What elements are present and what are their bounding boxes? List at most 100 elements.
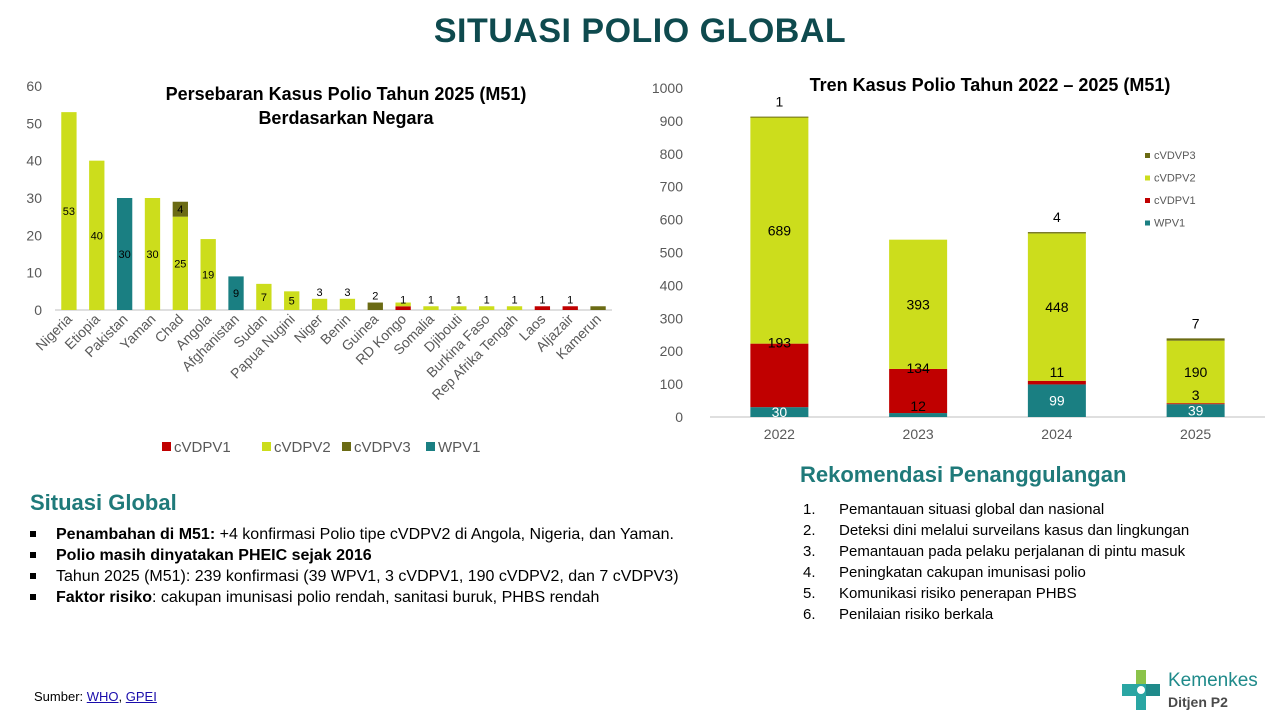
- data-label: 1: [775, 94, 783, 110]
- bar-angola-cvdpv2: [200, 239, 216, 310]
- data-label: 1: [511, 294, 517, 306]
- bar-djibouti-cvdpv2: [451, 306, 467, 310]
- y-tick-label: 800: [660, 146, 684, 162]
- page-title: SITUASI POLIO GLOBAL: [433, 12, 847, 50]
- bar-2023-cvdpv1: [889, 368, 948, 414]
- y-tick-label: 10: [26, 265, 42, 281]
- legend-swatch-cvdpv2: [262, 442, 271, 451]
- data-label: 30: [772, 404, 788, 420]
- legend-swatch-wpv1: [1145, 220, 1150, 226]
- rekomendasi-title: Rekomendasi Penanggulangan: [800, 462, 1127, 487]
- data-label: 1: [428, 294, 434, 306]
- chart1-title: Persebaran Kasus Polio Tahun 2025 (M51): [166, 84, 527, 104]
- list-item: 2. Deteksi dini melalui surveilans kasus …: [803, 520, 1273, 541]
- situasi-global-list: Penambahan di M51: +4 konfirmasi Polio t…: [28, 524, 754, 608]
- item-text: : cakupan imunisasi polio rendah, sanita…: [152, 589, 600, 606]
- situasi-global-title: Situasi Global: [30, 490, 177, 515]
- data-label: 3: [344, 287, 350, 299]
- chart1-subtitle: Berdasarkan Negara: [258, 108, 434, 128]
- source-separator: ,: [118, 689, 126, 704]
- country-bar-chart: Persebaran Kasus Polio Tahun 2025 (M51) …: [26, 78, 612, 456]
- bar-2022-wpv1: [750, 407, 809, 417]
- bar-afghanistan-wpv1: [228, 276, 244, 310]
- list-item: 3. Pemantauan pada pelaku perjalanan di p…: [803, 541, 1273, 562]
- list-item: 1. Pemantauan situasi global dan nasional: [803, 499, 1273, 520]
- x-tick-label: 2024: [1041, 426, 1072, 442]
- data-label: 25: [174, 258, 186, 270]
- y-tick-label: 700: [660, 179, 684, 195]
- data-label: 393: [906, 296, 930, 312]
- bar-benin-cvdpv2: [339, 298, 356, 310]
- item-number: 3.: [803, 543, 816, 560]
- legend-label: cVDPV1: [174, 439, 231, 456]
- list-item: 6. Penilaian risiko berkala: [803, 604, 1273, 625]
- data-label: 448: [1045, 299, 1069, 315]
- y-tick-label: 600: [660, 212, 684, 228]
- logo-sub: Ditjen P2: [1168, 694, 1228, 710]
- legend-label: cVDPV1: [1154, 195, 1196, 207]
- source-link-who[interactable]: WHO: [86, 689, 119, 704]
- bar-2025-cvdpv1: [1166, 403, 1225, 405]
- bar-etiopia-cvdpv2: [89, 160, 105, 310]
- data-label: 5: [289, 296, 295, 308]
- x-tick-label: 2025: [1180, 426, 1211, 442]
- y-tick-label: 500: [660, 245, 684, 261]
- x-tick-label: 2022: [764, 426, 795, 442]
- data-label: 19: [202, 270, 214, 282]
- kemenkes-logo: Kemenkes Ditjen P2: [1116, 666, 1276, 716]
- data-label: 2: [372, 291, 378, 303]
- data-label: 99: [1049, 393, 1065, 409]
- item-text: Komunikasi risiko penerapan PHBS: [839, 585, 1077, 602]
- item-number: 2.: [803, 522, 816, 539]
- item-number: 6.: [803, 606, 816, 623]
- list-item: Faktor risiko: cakupan imunisasi polio r…: [28, 587, 754, 608]
- legend-swatch-cvdpv1: [162, 442, 171, 451]
- list-item: 4. Peningkatan cakupan imunisasi polio: [803, 562, 1273, 583]
- y-tick-label: 100: [660, 376, 684, 392]
- y-tick-label: 0: [675, 409, 683, 425]
- x-tick-label: 2023: [903, 426, 934, 442]
- data-label: 30: [119, 249, 131, 261]
- list-item: Polio masih dinyatakan PHEIC sejak 2016: [28, 545, 754, 566]
- bar-yaman-cvdpv2: [144, 198, 161, 310]
- bar-rd-kongo-cvdpv2: [395, 302, 411, 307]
- rekomendasi-list: 1. Pemantauan situasi global dan nasional…: [803, 499, 1273, 625]
- list-item: 5. Komunikasi risiko penerapan PHBS: [803, 583, 1273, 604]
- legend-swatch-cvdvp3: [1145, 153, 1150, 158]
- data-label: 3: [1192, 387, 1200, 403]
- data-label: 39: [1188, 403, 1204, 419]
- data-label: 1: [484, 294, 490, 306]
- y-tick-label: 200: [660, 343, 684, 359]
- bar-nigeria-cvdpv2: [61, 112, 77, 310]
- item-bold: Penambahan di M51:: [56, 526, 216, 543]
- data-label: 1: [567, 294, 573, 306]
- bar-kamerun-cvdpv3: [590, 306, 606, 310]
- bar-sudan-cvdpv2: [256, 283, 272, 310]
- bar-chad-cvdpv2: [172, 216, 188, 310]
- data-label: 30: [146, 249, 158, 261]
- y-tick-label: 900: [660, 113, 684, 129]
- item-text: Deteksi dini melalui surveilans kasus da…: [839, 522, 1190, 539]
- legend-label: cVDPV3: [354, 439, 411, 456]
- bar-2024-cvdpv3: [1027, 232, 1086, 234]
- y-tick-label: 1000: [652, 80, 683, 96]
- y-tick-label: 20: [26, 227, 42, 243]
- data-label: 689: [768, 222, 792, 238]
- data-label: 1: [400, 294, 406, 306]
- data-label: 190: [1184, 364, 1208, 380]
- bar-aljazair-cvdpv1: [562, 306, 578, 310]
- y-tick-label: 300: [660, 310, 684, 326]
- data-label: 4: [177, 204, 183, 216]
- data-label: 193: [768, 335, 792, 351]
- legend-swatch-cvdpv3: [342, 442, 351, 451]
- item-text: Pemantauan situasi global dan nasional: [839, 501, 1105, 518]
- data-label: 1: [539, 294, 545, 306]
- y-tick-label: 50: [26, 115, 42, 131]
- kemenkes-logo-icon: [1122, 670, 1160, 710]
- item-number: 1.: [803, 501, 816, 518]
- item-bold: Faktor risiko: [56, 589, 153, 606]
- item-number: 4.: [803, 564, 816, 581]
- source-link-gpei[interactable]: GPEI: [125, 689, 157, 704]
- bar-burkina-faso-cvdpv2: [479, 306, 495, 310]
- data-label: 3: [317, 287, 323, 299]
